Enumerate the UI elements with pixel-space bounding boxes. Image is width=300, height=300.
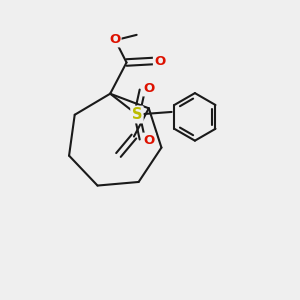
Text: O: O	[109, 33, 120, 46]
Text: O: O	[143, 134, 154, 147]
Text: S: S	[132, 107, 142, 122]
Text: O: O	[143, 82, 154, 95]
Text: O: O	[154, 55, 165, 68]
